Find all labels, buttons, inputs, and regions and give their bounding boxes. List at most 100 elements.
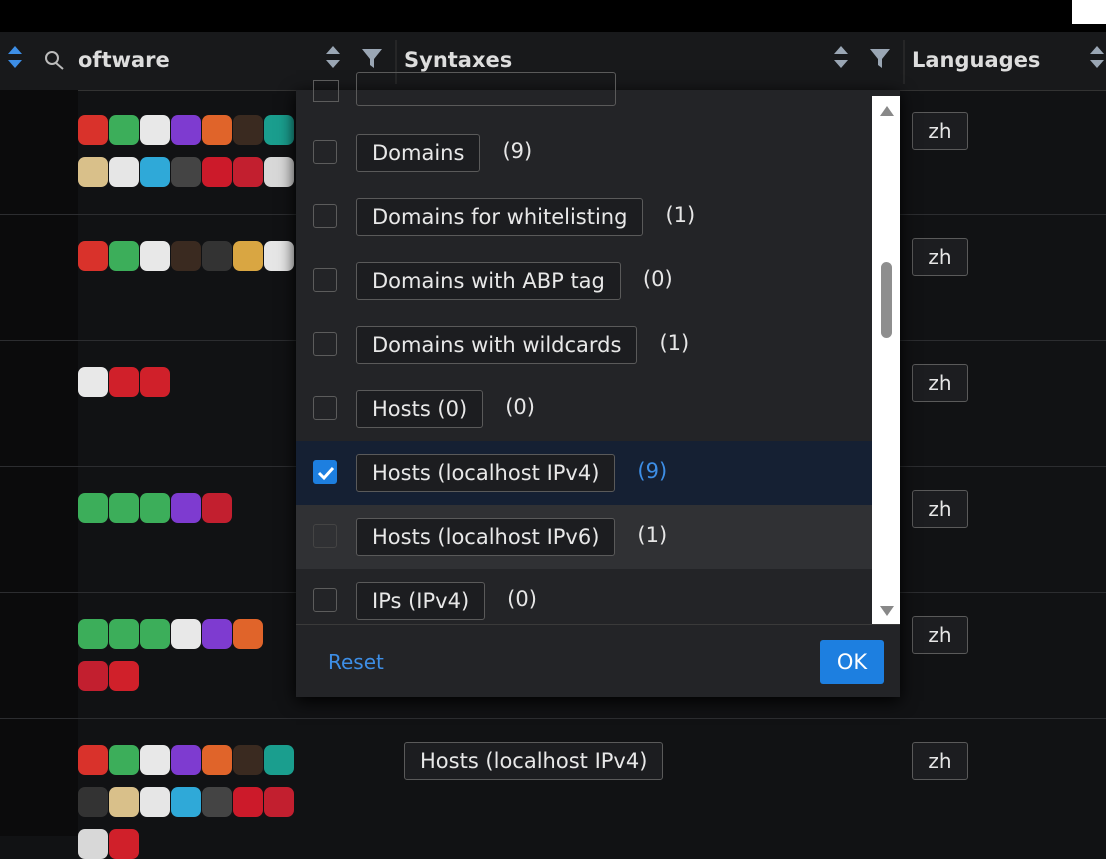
software-icon[interactable]	[202, 619, 232, 649]
scroll-thumb[interactable]	[881, 262, 892, 338]
software-icon[interactable]	[109, 787, 139, 817]
filter-option[interactable]: Hosts (0) (0)	[296, 377, 872, 441]
checkbox[interactable]	[313, 140, 337, 164]
filter-option[interactable]: IPs (IPv4) (0)	[296, 569, 872, 633]
software-icon[interactable]	[78, 661, 108, 691]
option-count: (9)	[637, 459, 668, 483]
software-icon[interactable]	[78, 493, 108, 523]
checkbox[interactable]	[313, 588, 337, 612]
syntax-label[interactable]: Domains	[356, 134, 481, 172]
software-icon[interactable]	[109, 745, 139, 775]
filter-option[interactable]: Hosts (localhost IPv4) (9)	[296, 441, 872, 505]
language-tag[interactable]: zh	[912, 364, 968, 402]
syntax-label[interactable]: Hosts (0)	[356, 390, 484, 428]
software-icon[interactable]	[171, 157, 201, 187]
software-icon[interactable]	[109, 367, 139, 397]
software-icon[interactable]	[264, 115, 294, 145]
checkbox[interactable]	[313, 332, 337, 356]
software-icon[interactable]	[109, 619, 139, 649]
software-icon[interactable]	[233, 787, 263, 817]
software-icon[interactable]	[202, 157, 232, 187]
column-header[interactable]: oftware	[78, 48, 170, 72]
language-tag[interactable]: zh	[912, 616, 968, 654]
checkbox[interactable]	[313, 204, 337, 228]
software-icon[interactable]	[140, 493, 170, 523]
software-icon[interactable]	[78, 787, 108, 817]
filter-option[interactable]: Domains with ABP tag (0)	[296, 249, 872, 313]
software-icon[interactable]	[171, 241, 201, 271]
software-icon[interactable]	[109, 157, 139, 187]
software-icon[interactable]	[264, 241, 294, 271]
software-icon[interactable]	[109, 115, 139, 145]
language-tag[interactable]: zh	[912, 238, 968, 276]
reset-link[interactable]: Reset	[328, 650, 384, 674]
checkbox[interactable]	[313, 460, 337, 484]
software-icon[interactable]	[171, 619, 201, 649]
software-icon[interactable]	[171, 787, 201, 817]
software-icon[interactable]	[140, 157, 170, 187]
software-icon[interactable]	[78, 367, 108, 397]
syntax-label[interactable]: Hosts (localhost IPv4)	[356, 454, 616, 492]
left-column	[0, 90, 78, 836]
software-icon[interactable]	[202, 115, 232, 145]
software-icon[interactable]	[233, 619, 263, 649]
syntax-label[interactable]: Domains with wildcards	[356, 326, 638, 364]
filter-option[interactable]: Domains with wildcards (1)	[296, 313, 872, 377]
software-icon[interactable]	[109, 241, 139, 271]
header-icons	[8, 40, 1104, 84]
software-icon[interactable]	[109, 829, 139, 859]
software-icon[interactable]	[140, 115, 170, 145]
option-count: (0)	[505, 395, 535, 419]
checkbox[interactable]	[313, 396, 337, 420]
scrollbar[interactable]	[872, 96, 900, 624]
syntax-label[interactable]: IPs (IPv4)	[356, 582, 486, 620]
software-icon[interactable]	[233, 157, 263, 187]
software-icon[interactable]	[171, 493, 201, 523]
syntax-label[interactable]: Hosts (localhost IPv6)	[356, 518, 616, 556]
language-tag[interactable]: zh	[912, 490, 968, 528]
software-icon[interactable]	[78, 241, 108, 271]
syntax-label[interactable]: Domains with ABP tag	[356, 262, 621, 300]
software-icon[interactable]	[264, 157, 294, 187]
software-icon[interactable]	[202, 745, 232, 775]
option-count: (1)	[665, 203, 696, 227]
software-icon[interactable]	[171, 745, 201, 775]
software-icon[interactable]	[171, 115, 201, 145]
software-icon[interactable]	[78, 115, 108, 145]
checkbox[interactable]	[313, 268, 337, 292]
filter-option[interactable]: Hosts (localhost IPv6) (1)	[296, 505, 872, 569]
language-tag[interactable]: zh	[912, 742, 968, 780]
language-tag[interactable]: zh	[912, 112, 968, 150]
syntax-tag[interactable]: Hosts (localhost IPv4)	[404, 742, 664, 780]
software-icon[interactable]	[78, 745, 108, 775]
column-header[interactable]: Languages	[912, 48, 1041, 72]
row-separator	[0, 718, 1106, 719]
software-icon[interactable]	[140, 241, 170, 271]
software-icon[interactable]	[264, 787, 294, 817]
software-icon[interactable]	[233, 241, 263, 271]
software-icon[interactable]	[109, 661, 139, 691]
software-icon[interactable]	[233, 115, 263, 145]
software-icon[interactable]	[140, 787, 170, 817]
software-icon[interactable]	[78, 157, 108, 187]
software-icon[interactable]	[78, 619, 108, 649]
software-icon[interactable]	[78, 829, 108, 859]
filter-option[interactable]: Domains (9)	[296, 121, 872, 185]
ok-button[interactable]: OK	[820, 640, 884, 684]
software-icon[interactable]	[233, 745, 263, 775]
software-icon[interactable]	[264, 745, 294, 775]
checkbox[interactable]	[313, 524, 337, 548]
divider	[296, 624, 900, 625]
option-count: (9)	[502, 139, 533, 163]
software-icon[interactable]	[109, 493, 139, 523]
software-icon[interactable]	[202, 241, 232, 271]
column-header[interactable]: Syntaxes	[404, 48, 513, 72]
software-icon[interactable]	[140, 619, 170, 649]
syntax-label[interactable]: Domains for whitelisting	[356, 198, 644, 236]
software-icon[interactable]	[202, 787, 232, 817]
software-icon[interactable]	[140, 367, 170, 397]
filter-option[interactable]: Domains for whitelisting (1)	[296, 185, 872, 249]
software-icon[interactable]	[140, 745, 170, 775]
software-icon[interactable]	[202, 493, 232, 523]
option-count: (1)	[637, 523, 668, 547]
